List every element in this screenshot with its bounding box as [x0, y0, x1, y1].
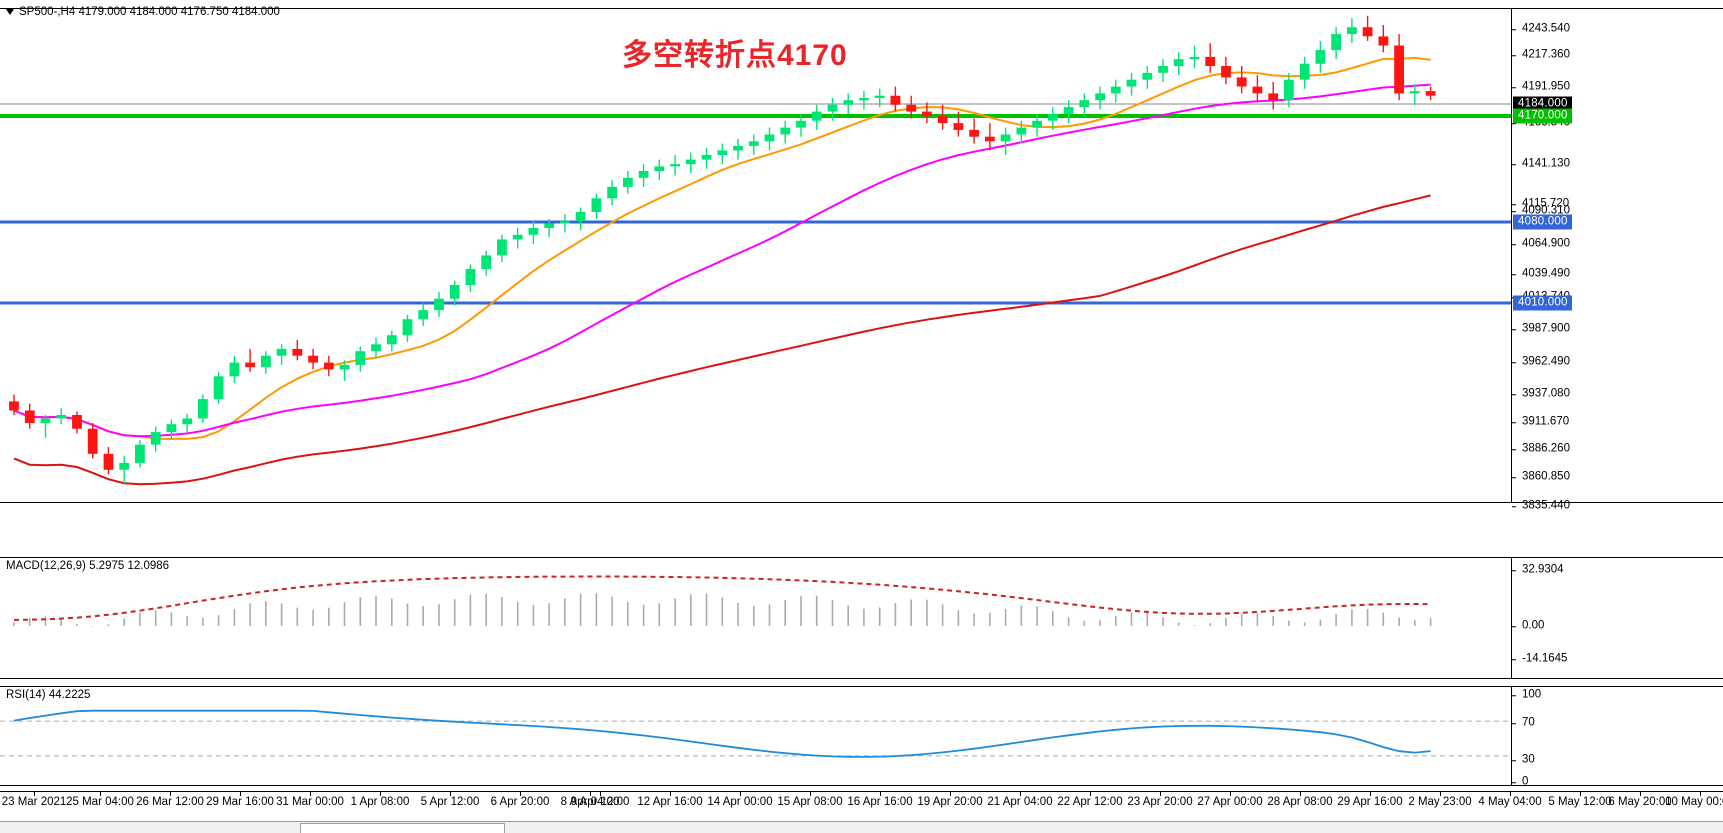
rsi-tick: 100	[1512, 689, 1541, 701]
time-axis-label: 4 May 04:00	[1478, 796, 1542, 808]
price-tick: 3911.670	[1512, 416, 1569, 428]
macd-indicator-label: MACD(12,26,9) 5.2975 12.0986	[6, 560, 170, 572]
time-axis-tick	[1640, 792, 1641, 796]
time-axis-tick	[590, 792, 591, 796]
rsi-tick: 0	[1512, 776, 1528, 788]
macd-tick: -14.1645	[1512, 653, 1567, 665]
taskbar-tab[interactable]	[300, 823, 505, 833]
time-axis-tick	[1580, 792, 1581, 796]
time-axis-label: 29 Mar 16:00	[206, 796, 274, 808]
price-tick: 3860.850	[1512, 471, 1570, 483]
time-axis-label: 9 Apr 12:00	[570, 796, 630, 808]
time-axis-tick	[310, 792, 311, 796]
rsi-scale: 100 70 30 0	[1511, 687, 1723, 788]
time-axis-tick	[880, 792, 881, 796]
time-axis-tick	[1160, 792, 1161, 796]
price-tick: 3886.260	[1512, 443, 1570, 455]
price-plot-area[interactable]	[0, 9, 1511, 504]
time-axis-tick	[810, 792, 811, 796]
price-scale[interactable]: 4243.5404217.3604191.9504166.5404141.130…	[1511, 9, 1723, 511]
time-axis-tick	[1440, 792, 1441, 796]
time-axis-label: 5 May 12:00	[1548, 796, 1612, 808]
time-axis-tick	[1300, 792, 1301, 796]
pivot-price-label[interactable]: 4170.000	[1513, 108, 1572, 124]
time-axis-tick	[450, 792, 451, 796]
time-axis-label: 19 Apr 20:00	[917, 796, 983, 808]
current-price-label[interactable]: 4184.000	[1513, 96, 1572, 112]
time-axis-label: 6 Apr 20:00	[490, 796, 550, 808]
price-tick: 4090.310	[1512, 205, 1570, 217]
support-4010-price-label[interactable]: 4010.000	[1513, 295, 1572, 311]
time-axis-tick	[34, 792, 35, 796]
rsi-panel[interactable]: 100 70 30 0 RSI(14) 44.2225	[0, 686, 1723, 788]
time-axis-label: 31 Mar 00:00	[276, 796, 344, 808]
price-tick: 4191.950	[1512, 81, 1570, 93]
symbol-ohlc-text: SP500-,H4 4179.000 4184.000 4176.750 418…	[19, 6, 280, 18]
price-tick: 4064.900	[1512, 238, 1570, 250]
time-axis-tick	[240, 792, 241, 796]
rsi-tick: 70	[1512, 717, 1535, 729]
symbol-header: SP500-,H4 4179.000 4184.000 4176.750 418…	[6, 6, 280, 18]
price-tick: 4217.360	[1512, 49, 1570, 61]
rsi-indicator-label: RSI(14) 44.2225	[6, 689, 91, 701]
time-axis-label: 23 Mar 2021	[1, 796, 67, 808]
price-tick: 4141.130	[1512, 158, 1570, 170]
macd-scale: 32.9304 0.00 -14.1645	[1511, 558, 1723, 678]
price-chart-panel[interactable]: 4243.5404217.3604191.9504166.5404141.130…	[0, 8, 1723, 511]
time-axis-tick	[1700, 792, 1701, 796]
time-axis-tick	[1230, 792, 1231, 796]
support-4080-price-label[interactable]: 4080.000	[1513, 214, 1572, 230]
time-axis-label: 26 Mar 12:00	[136, 796, 204, 808]
window-taskbar	[0, 821, 1723, 833]
time-axis-tick	[1370, 792, 1371, 796]
time-axis-label: 22 Apr 12:00	[1057, 796, 1123, 808]
rsi-plot-area[interactable]	[0, 687, 1511, 787]
time-axis-tick	[670, 792, 671, 796]
rsi-tick: 30	[1512, 754, 1535, 766]
time-axis-tick	[740, 792, 741, 796]
price-tick: 3835.440	[1512, 500, 1570, 512]
time-axis[interactable]: 23 Mar 2021 25 Mar 04:00 26 Mar 12:00 29 Ma…	[0, 791, 1723, 821]
time-axis-label: 27 Apr 00:00	[1197, 796, 1263, 808]
time-axis-tick	[1510, 792, 1511, 796]
price-tick: 4115.720	[1512, 198, 1569, 210]
time-axis-label: 2 May 23:00	[1408, 796, 1472, 808]
time-axis-label: 6 May 20:00	[1608, 796, 1672, 808]
macd-plot-area[interactable]	[0, 558, 1511, 680]
time-axis-tick	[950, 792, 951, 796]
time-axis-label: 14 Apr 00:00	[707, 796, 773, 808]
price-tick: 3937.080	[1512, 388, 1570, 400]
price-tick: 3987.900	[1512, 323, 1570, 335]
chevron-down-icon[interactable]	[6, 9, 14, 15]
time-axis-tick	[1090, 792, 1091, 796]
time-axis-label: 28 Apr 08:00	[1267, 796, 1333, 808]
scroll-left-button[interactable]	[0, 822, 12, 833]
time-axis-tick	[100, 792, 101, 796]
time-axis-label: 29 Apr 16:00	[1337, 796, 1403, 808]
time-axis-label: 8 Apr 04:00	[560, 796, 620, 808]
price-tick: 4243.540	[1512, 23, 1570, 35]
time-axis-label: 15 Apr 08:00	[777, 796, 843, 808]
time-axis-label: 5 Apr 12:00	[420, 796, 480, 808]
chart-annotation-text: 多空转折点4170	[622, 39, 848, 72]
macd-tick: 0.00	[1512, 620, 1544, 632]
time-axis-label: 16 Apr 16:00	[847, 796, 913, 808]
time-axis-label: 1 Apr 08:00	[350, 796, 410, 808]
price-tick: 3962.490	[1512, 356, 1570, 368]
time-axis-tick	[380, 792, 381, 796]
time-axis-tick	[600, 792, 601, 796]
time-axis-label: 23 Apr 20:00	[1127, 796, 1193, 808]
time-axis-tick	[170, 792, 171, 796]
time-axis-label: 21 Apr 04:00	[987, 796, 1053, 808]
macd-panel[interactable]: 32.9304 0.00 -14.1645 MACD(12,26,9) 5.2975…	[0, 557, 1723, 679]
time-axis-label: 10 May 00:00	[1665, 796, 1723, 808]
time-axis-tick	[520, 792, 521, 796]
time-axis-label: 12 Apr 16:00	[637, 796, 703, 808]
time-axis-label: 25 Mar 04:00	[66, 796, 134, 808]
price-tick: 4039.490	[1512, 268, 1570, 280]
macd-tick: 32.9304	[1512, 564, 1564, 576]
time-axis-tick	[1020, 792, 1021, 796]
